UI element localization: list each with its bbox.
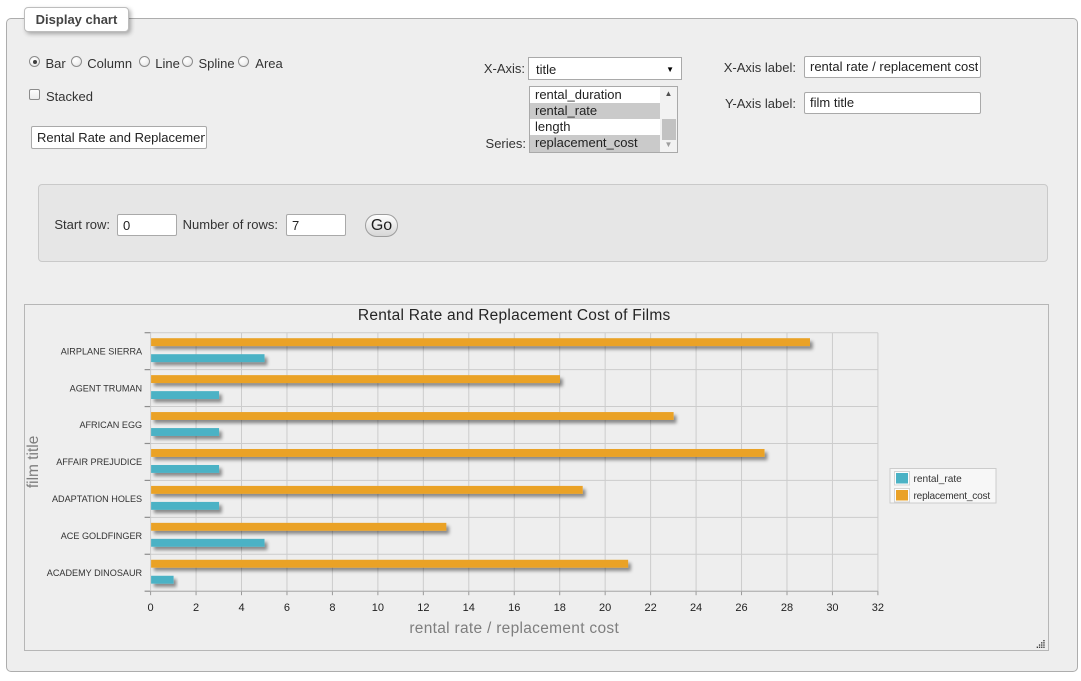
svg-text:AIRPLANE SIERRA: AIRPLANE SIERRA (61, 346, 143, 356)
svg-text:20: 20 (599, 602, 611, 614)
svg-text:30: 30 (826, 602, 838, 614)
svg-text:ADAPTATION HOLES: ADAPTATION HOLES (52, 494, 142, 504)
svg-text:26: 26 (735, 602, 747, 614)
svg-text:14: 14 (463, 602, 475, 614)
svg-text:Rental Rate and Replacement Co: Rental Rate and Replacement Cost of Film… (358, 307, 671, 324)
svg-text:rental_rate: rental_rate (914, 474, 963, 485)
svg-text:22: 22 (644, 602, 656, 614)
svg-text:AFRICAN EGG: AFRICAN EGG (79, 420, 142, 430)
svg-text:16: 16 (508, 602, 520, 614)
svg-text:24: 24 (690, 602, 702, 614)
svg-text:8: 8 (329, 602, 335, 614)
svg-text:rental rate / replacement cost: rental rate / replacement cost (409, 620, 619, 637)
svg-text:replacement_cost: replacement_cost (914, 491, 991, 502)
svg-text:18: 18 (554, 602, 566, 614)
svg-text:32: 32 (872, 602, 884, 614)
svg-text:4: 4 (238, 602, 244, 614)
svg-text:film title: film title (25, 436, 42, 489)
svg-text:12: 12 (417, 602, 429, 614)
svg-text:ACADEMY DINOSAUR: ACADEMY DINOSAUR (47, 568, 143, 578)
svg-text:6: 6 (284, 602, 290, 614)
svg-text:28: 28 (781, 602, 793, 614)
svg-text:10: 10 (372, 602, 384, 614)
svg-text:0: 0 (148, 602, 154, 614)
svg-text:2: 2 (193, 602, 199, 614)
svg-text:ACE GOLDFINGER: ACE GOLDFINGER (61, 531, 143, 541)
svg-text:AFFAIR PREJUDICE: AFFAIR PREJUDICE (56, 457, 142, 467)
svg-text:AGENT TRUMAN: AGENT TRUMAN (70, 383, 142, 393)
